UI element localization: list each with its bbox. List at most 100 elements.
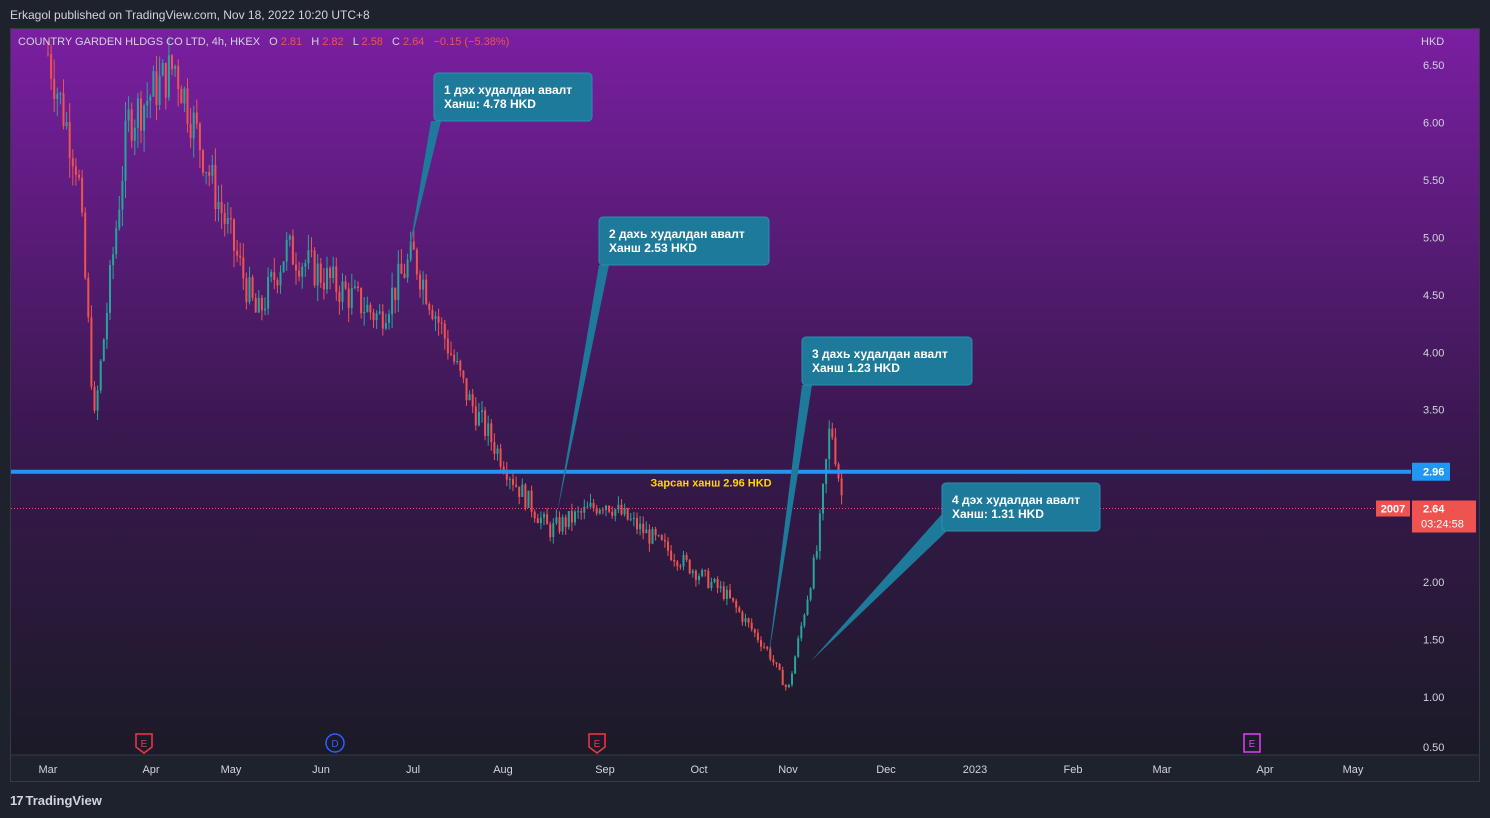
candle-body [667, 541, 669, 551]
callout-box [801, 336, 973, 386]
candle-body [828, 428, 831, 460]
candle-body [636, 518, 638, 530]
candle-body [601, 509, 604, 511]
candle-body [146, 100, 149, 106]
candle-body [766, 647, 769, 649]
candle-body [732, 597, 735, 601]
candle-body [434, 316, 437, 319]
candle-body [809, 588, 812, 600]
candle-body [68, 122, 71, 159]
candle-body [121, 180, 124, 210]
candle-body [59, 93, 62, 95]
candle-body [205, 172, 208, 174]
candle-body [797, 638, 800, 657]
candle-body [273, 272, 276, 281]
dividend-icon[interactable]: D [325, 733, 345, 753]
candle-body [564, 517, 567, 527]
candle-body [198, 123, 201, 151]
candle-body [536, 518, 539, 524]
candle-body [412, 241, 415, 250]
level-price-text: 2.96 [1423, 467, 1444, 479]
candle-body [484, 410, 487, 436]
level-price-tag [1412, 462, 1450, 481]
candle-body [629, 518, 632, 520]
symbol-code-tag [1376, 500, 1410, 517]
candle-body [583, 507, 586, 513]
earnings-icon[interactable]: E [135, 733, 153, 754]
candle-body [71, 158, 74, 167]
candle-body [818, 513, 821, 551]
time-axis-background [11, 755, 1479, 781]
candle-body [753, 629, 756, 633]
y-tick-label: 6.50 [1423, 60, 1444, 72]
candle-body [496, 448, 499, 454]
candle-body [236, 250, 239, 256]
candle-body [803, 614, 806, 626]
candle-body [124, 120, 127, 181]
symbol-code-text: 2007 [1381, 504, 1405, 516]
candle-body [164, 63, 167, 98]
candle-body [691, 570, 694, 574]
candle-body [347, 288, 350, 308]
candle-body [543, 514, 545, 518]
candle-body [90, 317, 93, 387]
candle-body [177, 65, 180, 90]
candle-body [130, 109, 133, 141]
callout-box [941, 482, 1101, 532]
last-price-tag [1412, 500, 1476, 533]
candle-body [400, 263, 403, 274]
candle-body [140, 98, 142, 131]
earnings-future-icon[interactable]: E [1243, 733, 1261, 753]
candle-body [778, 663, 781, 670]
x-tick-label: May [221, 764, 242, 776]
candle-body [725, 589, 728, 599]
candle-body [174, 65, 177, 69]
earnings-icon[interactable]: E [588, 733, 606, 754]
candle-body [589, 502, 592, 507]
price-chart[interactable]: 6.506.005.505.004.504.003.503.002.502.00… [11, 29, 1479, 781]
candle-body [105, 312, 108, 340]
levels-layer: Зарсан ханш 2.96 HKD 2.96 2007 2.64 03:24:58 [11, 462, 1476, 533]
candle-body [794, 656, 797, 674]
candle-body [840, 478, 843, 496]
candle-body [713, 579, 716, 583]
tradingview-logo[interactable]: 17 TradingView [10, 793, 102, 808]
callout-pointer [409, 121, 441, 251]
candle-body [639, 523, 642, 530]
candle-body [741, 611, 744, 622]
candle-body [254, 297, 257, 313]
candle-body [239, 255, 242, 258]
candle-body [406, 259, 409, 278]
candle-body [211, 164, 214, 176]
x-tick-label: Jul [406, 764, 420, 776]
y-tick-label: 6.00 [1423, 117, 1444, 129]
time-axis[interactable]: Mar Apr May Jun Jul Aug Sep Oct Nov Dec 2023 Feb Mar… [39, 764, 1364, 776]
candle-body [688, 559, 691, 574]
candle-body [524, 484, 527, 508]
y-tick-label: 5.50 [1423, 175, 1444, 187]
bottom-bar: 17 TradingView [0, 782, 1490, 818]
tradingview-logo-text: TradingView [25, 793, 102, 808]
candle-body [605, 505, 607, 510]
candle-body [78, 174, 80, 178]
symbol-legend[interactable]: COUNTRY GARDEN HLDGS CO LTD, 4h, HKEX O … [18, 36, 509, 48]
candle-body [127, 109, 130, 121]
candle-body [682, 555, 685, 567]
high-label: H [311, 36, 319, 48]
candle-body [74, 166, 77, 175]
candle-body [453, 354, 456, 362]
chart-panel[interactable]: 6.506.005.505.004.504.003.503.002.502.00… [10, 28, 1480, 782]
candle-body [214, 164, 217, 210]
candle-body [282, 261, 285, 272]
marker-glyph: D [331, 739, 338, 750]
candle-body [515, 484, 518, 487]
candle-body [99, 360, 102, 391]
candle-body [112, 254, 115, 266]
candle-body [136, 98, 139, 128]
candle-body [372, 312, 375, 321]
